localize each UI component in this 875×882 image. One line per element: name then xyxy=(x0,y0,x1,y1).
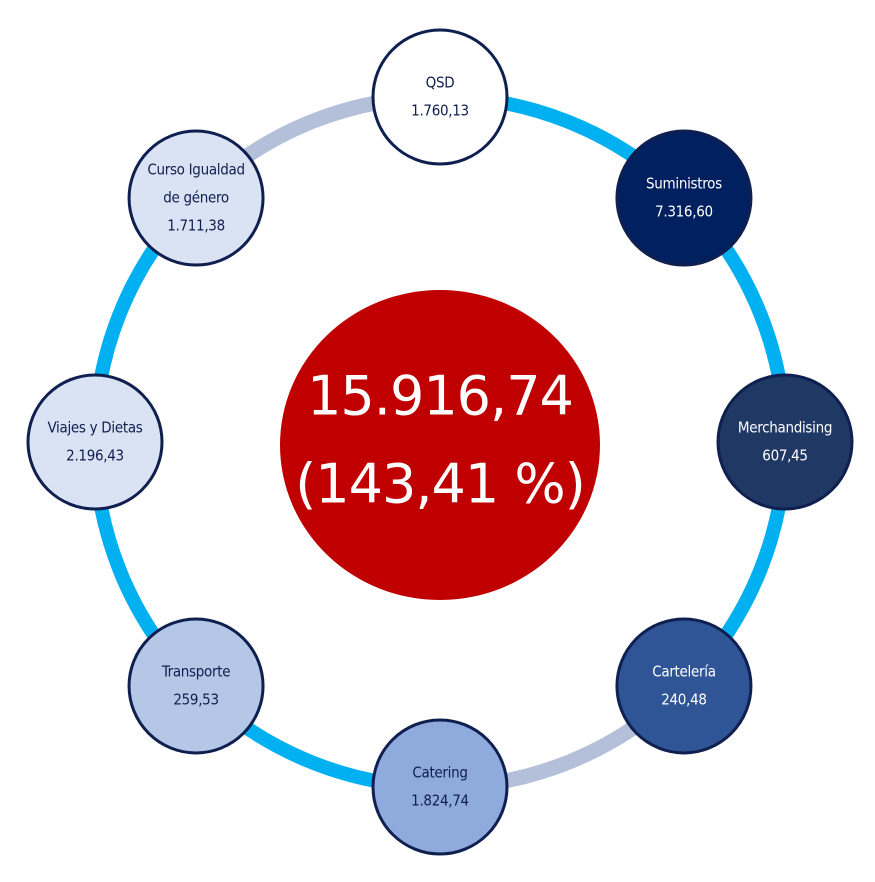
nodes: QSD 1.760,13 Suministros 7.316,60 Merchandis… xyxy=(26,28,854,856)
node-circle xyxy=(371,28,509,166)
node-value: 240,48 xyxy=(661,690,706,708)
node-circle xyxy=(26,373,164,511)
node-circle xyxy=(127,129,265,267)
node-label: Transporte xyxy=(161,662,230,680)
node-value: 2.196,43 xyxy=(66,447,124,465)
node-label: Curso Igualdad xyxy=(147,161,244,179)
node-circle xyxy=(716,373,854,511)
node-value: 607,45 xyxy=(762,447,807,465)
node-label: Suministros xyxy=(646,175,722,193)
node-value: 1.760,13 xyxy=(411,102,469,120)
node-circle xyxy=(615,129,753,267)
node-circle xyxy=(615,617,753,755)
node-value: 259,53 xyxy=(173,690,218,708)
node-label: QSD xyxy=(426,74,455,92)
node-label: Cartelería xyxy=(652,662,715,680)
center-total: 15.916,74 xyxy=(307,365,573,428)
node-label: de género xyxy=(163,189,229,207)
node-label: Merchandising xyxy=(738,419,832,437)
node-value: 7.316,60 xyxy=(655,203,713,221)
center-percent: (143,41 %) xyxy=(295,453,585,516)
center-circle xyxy=(280,290,600,600)
node-circle xyxy=(371,718,509,856)
node-label: Catering xyxy=(412,764,467,782)
node-value: 1.824,74 xyxy=(411,792,469,810)
node-value: 1.711,38 xyxy=(167,217,225,235)
node-label: Viajes y Dietas xyxy=(47,419,142,437)
node-circle xyxy=(127,617,265,755)
